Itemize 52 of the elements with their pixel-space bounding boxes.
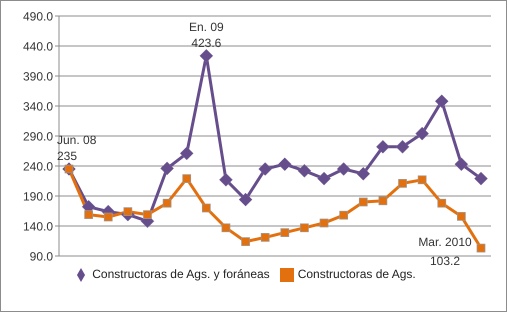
y-tick-label: 440.0: [22, 39, 54, 54]
y-tick-label: 340.0: [22, 99, 54, 114]
point: [418, 175, 426, 184]
point: [454, 157, 468, 171]
y-tick-label: 290.0: [22, 129, 54, 144]
point: [143, 210, 152, 219]
point: [278, 157, 292, 171]
point: [358, 198, 368, 206]
annotation: Mar. 2010: [418, 235, 472, 250]
point: [396, 140, 410, 154]
point: [219, 173, 233, 187]
point: [260, 233, 270, 242]
point: [376, 140, 390, 154]
point: [300, 223, 309, 232]
y-tick-label: 490.0: [22, 9, 54, 24]
point: [162, 198, 172, 208]
y-tick-label: 190.0: [22, 189, 54, 204]
point: [104, 212, 113, 222]
point: [476, 244, 486, 252]
point: [258, 162, 272, 176]
point: [457, 212, 466, 221]
point: [160, 162, 174, 176]
legend-label: Constructoras de Ags. y foráneas: [92, 267, 270, 281]
legend-label: Constructoras de Ags.: [298, 267, 416, 281]
point: [200, 49, 214, 63]
y-tick-label: 240.0: [22, 159, 54, 174]
y-tick-label: 90.0: [30, 249, 54, 264]
point: [356, 167, 370, 181]
point: [415, 126, 429, 140]
point: [474, 172, 488, 186]
point: [238, 192, 252, 206]
point: [241, 237, 250, 246]
point: [222, 223, 230, 232]
y-tick-label: 140.0: [22, 219, 54, 234]
y-tick-label: 390.0: [22, 69, 54, 84]
point: [202, 204, 211, 212]
point: [378, 196, 388, 206]
point: [339, 210, 348, 220]
point: [124, 207, 132, 216]
data-label: 103.2: [430, 254, 460, 268]
point: [336, 162, 350, 176]
point: [320, 218, 328, 228]
point: [182, 174, 192, 183]
point: [317, 172, 331, 186]
point: [280, 228, 290, 237]
point: [435, 94, 449, 108]
point: [298, 164, 312, 178]
annotation: En. 09: [188, 20, 224, 34]
point: [398, 179, 407, 188]
point: [180, 146, 194, 160]
point: [437, 198, 446, 208]
point: [84, 210, 93, 219]
